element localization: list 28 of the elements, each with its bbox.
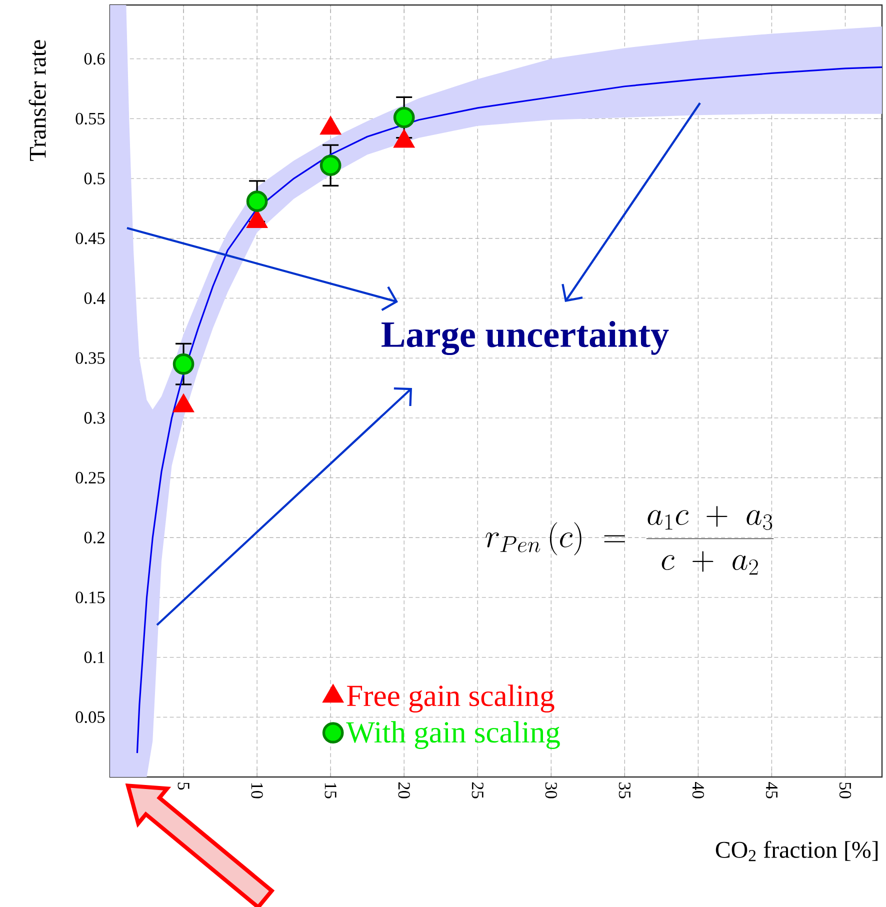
y-tick-label: 0.45 (76, 232, 105, 244)
x-tick-label: 30 (545, 782, 557, 798)
x-tick-label: 35 (618, 782, 630, 798)
legend-label: With gain scaling (346, 721, 560, 749)
y-tick-label: 0.55 (76, 112, 105, 125)
x-tick-label: 25 (472, 782, 484, 798)
x-tick-label: 5 (178, 782, 190, 790)
y-tick-label: 0.6 (84, 52, 105, 65)
y-tick-label: 0.2 (84, 532, 104, 544)
x-tick-label: 15 (324, 783, 336, 798)
y-tick-label: 0.25 (76, 472, 105, 484)
x-tick-label: 10 (251, 783, 263, 798)
x-tick-label: 50 (839, 782, 852, 798)
y-tick-label: 0.35 (76, 352, 105, 364)
annotation: $r_{Pen}\,(c) \;=\; \frac{a_1 c \;+\; a_3}{c \;+\; a_2}$ (486, 506, 774, 575)
annotation: Large uncertainty (382, 320, 669, 355)
y-axis-title: Transfer rate (28, 40, 46, 161)
x-tick-label: 40 (692, 782, 704, 798)
y-tick-label: 0.5 (84, 172, 105, 184)
y-tick-label: 0.3 (84, 412, 105, 424)
x-tick-label: 20 (398, 782, 410, 798)
y-tick-label: 0.4 (84, 292, 106, 304)
y-tick-label: 0.05 (76, 711, 105, 724)
legend-label: Free gain scaling (347, 684, 554, 712)
y-tick-label: 0.1 (84, 651, 104, 664)
x-axis-title: CO$_{2}$ fraction [%] (716, 840, 878, 862)
x-tick-label: 45 (766, 782, 778, 798)
y-tick-label: 0.15 (76, 592, 105, 604)
